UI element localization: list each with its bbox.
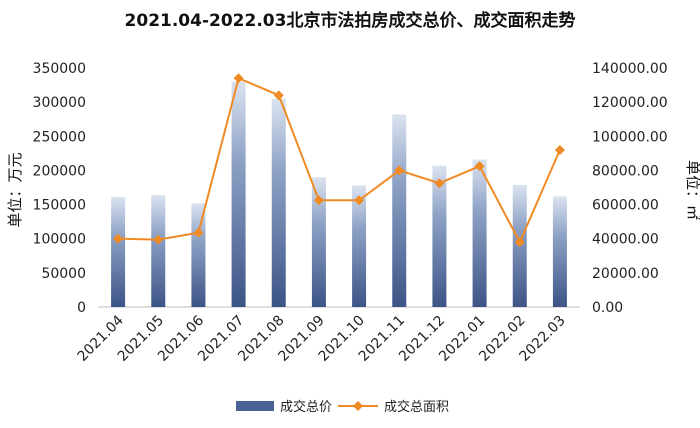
- left-tick-label: 150000: [33, 198, 86, 214]
- left-tick-label: 250000: [33, 129, 86, 145]
- point: [474, 161, 485, 172]
- bar: [311, 177, 326, 307]
- point: [273, 90, 284, 101]
- bar: [392, 114, 407, 307]
- left-tick-label: 200000: [33, 163, 86, 179]
- legend: 成交总价 成交总面积: [236, 399, 449, 415]
- line-series: [113, 73, 565, 248]
- point: [394, 165, 405, 176]
- bar: [151, 195, 166, 307]
- point: [233, 73, 244, 84]
- legend-label-bar: 成交总价: [280, 399, 332, 415]
- bar: [191, 203, 206, 307]
- legend-bar-swatch: [236, 401, 274, 411]
- bar: [432, 165, 447, 307]
- right-tick-label: 0.00: [592, 300, 623, 316]
- chart-title: 2021.04-2022.03北京市法拍房成交总价、成交面积走势: [125, 10, 576, 31]
- left-tick-label: 100000: [33, 232, 86, 248]
- point: [153, 234, 164, 245]
- point: [193, 227, 204, 238]
- series-line: [118, 76, 561, 245]
- point: [514, 237, 525, 248]
- bar: [472, 159, 487, 307]
- right-tick-label: 140000.00: [592, 61, 668, 77]
- right-tick-label: 20000.00: [592, 266, 659, 282]
- bar: [352, 185, 367, 307]
- right-axis: 0.00 20000.00 40000.00 60000.00 80000.00 1000…: [592, 61, 668, 316]
- bar: [111, 197, 126, 307]
- bar-series: [111, 81, 567, 308]
- bar: [271, 98, 286, 307]
- legend-point-swatch: [353, 401, 363, 411]
- point: [113, 233, 124, 244]
- left-axis: 0 50000 100000 150000 200000 250000 300000 3500…: [33, 61, 86, 316]
- right-tick-label: 60000.00: [592, 198, 659, 214]
- x-axis: 2021.042021.052021.062021.072021.082021.…: [75, 312, 569, 364]
- right-tick-label: 100000.00: [592, 129, 668, 145]
- right-axis-label: 单位：㎡: [684, 160, 700, 220]
- point: [554, 144, 565, 155]
- left-tick-label: 350000: [33, 61, 86, 77]
- left-tick-label: 0: [77, 300, 86, 316]
- point: [354, 195, 365, 206]
- point: [434, 178, 445, 189]
- right-tick-label: 120000.00: [592, 95, 668, 111]
- point: [313, 195, 324, 206]
- bar: [231, 81, 246, 308]
- bar: [552, 196, 567, 307]
- left-tick-label: 300000: [33, 95, 86, 111]
- right-tick-label: 80000.00: [592, 163, 659, 179]
- left-axis-label: 单位：万元: [6, 152, 24, 227]
- legend-label-line: 成交总面积: [384, 399, 449, 415]
- left-tick-label: 50000: [41, 266, 86, 282]
- right-tick-label: 40000.00: [592, 232, 659, 248]
